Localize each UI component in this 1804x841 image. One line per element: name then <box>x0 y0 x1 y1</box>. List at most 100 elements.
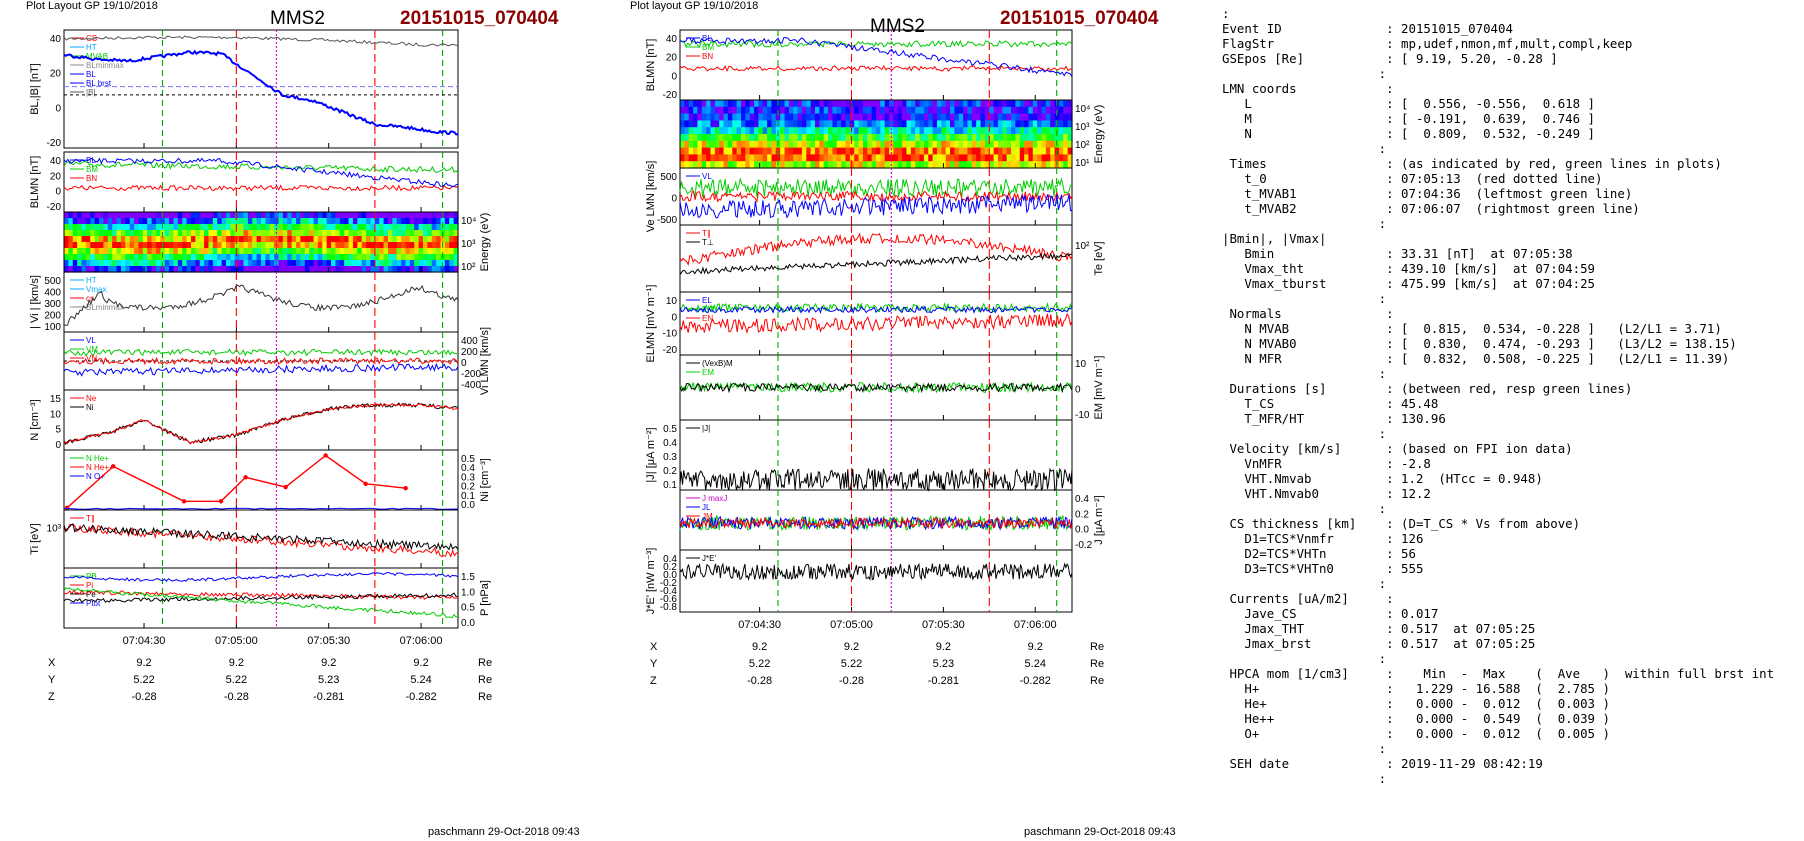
info-value: : 130.96 <box>1386 411 1446 426</box>
left-ion_spec-spec-cell <box>344 224 350 231</box>
info-line: L : [ 0.556, -0.556, 0.618 ] <box>1222 96 1802 111</box>
left-ion_spec-spec-cell <box>247 218 253 225</box>
left-ion_spec-spec-cell <box>68 230 74 237</box>
mid-ele_spec-spec-cell <box>771 106 777 115</box>
mid-ele_spec-spec-cell <box>767 147 773 155</box>
left-ion_spec-spec-cell <box>431 248 437 255</box>
mid-ele_spec-spec-cell <box>719 134 725 142</box>
left-ion_spec-spec-cell <box>344 212 350 219</box>
mid-ele_spec-spec-cell <box>714 113 720 121</box>
mid-ele_spec-spec-cell <box>984 113 990 121</box>
left-ion_spec-spec-cell <box>296 248 301 255</box>
mid-ele_spec-spec-cell <box>841 120 847 128</box>
mid-ele_spec-spec-cell <box>993 140 999 149</box>
mid-pos-value: -0.28 <box>747 675 772 687</box>
left-ion_spec-spec-cell <box>396 254 402 261</box>
left-ion_spec-spec-cell <box>436 230 442 237</box>
left-ion_spec-spec-cell <box>313 218 319 225</box>
left-ion_spec-spec-cell <box>77 248 83 255</box>
mid-ele_spec-spec-cell <box>736 113 742 121</box>
info-key: |Bmin|, |Vmax| <box>1222 231 1387 246</box>
left-ion_spec-spec-cell <box>453 236 459 243</box>
mid-ele_spec-spec-cell <box>941 134 947 142</box>
left-ion_spec-spec-cell <box>265 254 271 261</box>
left-ion_spec-spec-cell <box>103 218 109 225</box>
left-ion_spec-spec-cell <box>444 242 450 249</box>
mid-ele_spec-spec-cell <box>1024 100 1030 108</box>
mid-ele_spec-spec-cell <box>967 100 973 108</box>
left-ion_spec-spec-cell <box>396 266 402 273</box>
left-ion_spec-spec-cell <box>366 224 372 231</box>
mid-ele_spec-spec-cell <box>971 147 977 155</box>
left-ion_spec-spec-cell <box>431 212 437 219</box>
mid-ele_spec-spec-cell <box>867 127 873 135</box>
left-ion_spec-spec-cell <box>304 224 310 231</box>
left-ion_spec-spec-cell <box>304 260 310 267</box>
left-ion_spec-spec-cell <box>239 242 245 249</box>
left-ion_spec-spec-cell <box>422 224 428 231</box>
mid-ele_spec-spec-cell <box>806 134 812 142</box>
left-ion_spec-spec-cell <box>317 260 323 267</box>
left-ion_spec-spec-cell <box>348 224 354 231</box>
left-ion_spec-spec-cell <box>313 230 319 237</box>
mid-je-ytick-label: 0.4 <box>663 554 677 565</box>
left-ion_spec-spec-cell <box>317 266 323 273</box>
mid-ele_spec-spec-cell <box>723 113 729 121</box>
mid-ele_spec-spec-cell <box>719 161 725 169</box>
mid-ele_spec-spec-cell <box>732 120 738 128</box>
mid-ele_spec-spec-cell <box>784 100 790 108</box>
left-hpca-panel-frame <box>63 449 459 511</box>
mid-ele_spec-spec-cell <box>923 127 929 135</box>
left-ion_spec-spec-cell <box>120 236 126 243</box>
left-ion_spec-spec-cell <box>436 224 442 231</box>
left-ion_spec-spec-cell <box>370 254 376 261</box>
mid-ele_spec-spec-cell <box>745 134 751 142</box>
left-ion_spec-spec-cell <box>125 218 131 225</box>
mid-ele_spec-spec-cell <box>993 113 999 121</box>
left-ion_spec-spec-cell <box>300 242 306 249</box>
left-ion_spec-spec-cell <box>313 260 319 267</box>
left-ion_spec-spec-cell <box>261 248 266 255</box>
left-ion_spec-spec-cell <box>195 230 201 237</box>
mid-pos-value: 9.2 <box>844 641 859 653</box>
mid-ele_spec-spec-cell <box>1037 161 1043 169</box>
left-ion_spec-spec-cell <box>322 266 328 273</box>
mid-ele_spec-spec-cell <box>1024 161 1030 169</box>
left-ion_spec-spec-cell <box>396 212 402 219</box>
left-ion_spec-spec-cell <box>90 230 96 237</box>
left-ion_spec-spec-cell <box>383 266 389 273</box>
left-ion_spec-spec-cell <box>422 242 428 249</box>
left-ion_spec-spec-cell <box>107 266 113 273</box>
left-ion_spec-spec-cell <box>212 254 218 261</box>
left-bl-ylabel: BL,|B| [nT] <box>29 63 41 115</box>
mid-ele_spec-spec-cell <box>915 154 921 162</box>
mid-ele_spec-spec-cell <box>967 134 973 142</box>
left-ion_spec-spec-cell <box>99 236 104 243</box>
left-ion_spec-spec-cell <box>291 254 297 261</box>
mid-ele_spec-spec-cell <box>727 100 733 108</box>
mid-ele_spec-spec-cell <box>806 113 812 121</box>
left-ion_spec-spec-cell <box>68 236 74 243</box>
left-ion_spec-spec-cell <box>366 242 372 249</box>
mid-pos-unit: Re <box>1090 641 1104 653</box>
mid-ele_spec-spec-cell <box>771 100 777 108</box>
info-line: Vmax_tht : 439.10 [km/s] at 07:04:59 <box>1222 261 1802 276</box>
left-ion_spec-spec-cell <box>431 260 437 267</box>
left-ion_spec-spec-cell <box>204 236 210 243</box>
mid-ele_spec-spec-cell <box>1028 161 1034 169</box>
mid-ele_spec-spec-cell <box>784 127 790 135</box>
mid-ele_spec-spec-cell <box>828 113 834 121</box>
mid-ele_spec-spec-cell <box>880 147 886 155</box>
left-ion_spec-spec-cell <box>265 242 271 249</box>
left-ion_spec-spec-cell <box>120 260 126 267</box>
left-ion_spec-spec-cell <box>427 212 433 219</box>
mid-ele_spec-spec-cell <box>1019 127 1025 135</box>
info-key <box>1222 576 1379 591</box>
left-dens-panel-frame <box>63 389 459 451</box>
left-vi_lmn-legend-label: VL <box>86 336 96 345</box>
left-ion_spec-spec-cell <box>247 224 253 231</box>
left-ti-ylabel: Ti [eV] <box>29 523 41 554</box>
mid-ele_spec-spec-cell <box>697 134 703 142</box>
mid-ele_spec-spec-cell <box>876 134 881 142</box>
left-ion_spec-spec-cell <box>339 242 345 249</box>
